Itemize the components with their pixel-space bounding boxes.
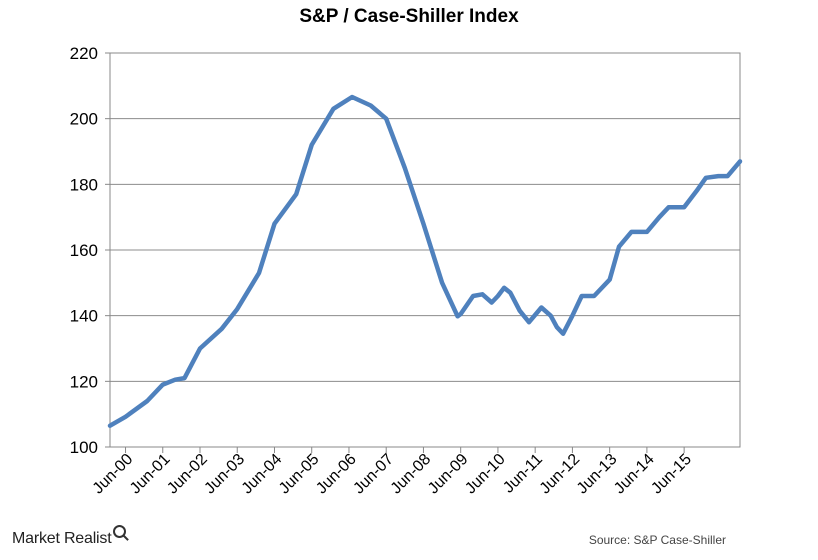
x-tick-label: Jun-13 <box>574 451 621 498</box>
y-tick-label: 140 <box>70 307 98 326</box>
y-tick-label: 220 <box>70 44 98 63</box>
x-tick-label: Jun-07 <box>350 451 397 498</box>
brand-logo: Market Realist <box>12 525 127 548</box>
x-tick-label: Jun-04 <box>239 451 286 498</box>
x-tick-label: Jun-01 <box>127 451 174 498</box>
x-tick-label: Jun-10 <box>462 451 509 498</box>
source-note: Source: S&P Case-Shiller <box>588 533 726 547</box>
y-tick-label: 160 <box>70 241 98 260</box>
x-tick-label: Jun-05 <box>276 451 323 498</box>
x-tick-label: Jun-02 <box>164 451 211 498</box>
gridlines <box>110 52 740 448</box>
series-line <box>107 94 743 428</box>
x-tick-label: Jun-14 <box>611 451 658 498</box>
x-tick-label: Jun-03 <box>201 451 248 498</box>
y-tick-label: 200 <box>70 110 98 129</box>
y-axis: 100 120 140 160 180 200 220 <box>70 44 110 457</box>
y-tick-label: 180 <box>70 175 98 194</box>
y-tick-label: 100 <box>70 438 98 457</box>
x-tick-label: Jun-11 <box>500 451 546 497</box>
x-tick-label: Jun-15 <box>648 451 695 498</box>
x-tick-label: Jun-09 <box>425 451 472 498</box>
brand-text: Market Realist <box>12 530 112 547</box>
x-tick-label: Jun-06 <box>313 451 360 498</box>
x-tick-label: Jun-08 <box>388 451 435 498</box>
magnifier-icon <box>113 525 127 538</box>
x-tick-label: Jun-12 <box>537 451 584 498</box>
y-tick-label: 120 <box>70 372 98 391</box>
chart-title: S&P / Case-Shiller Index <box>299 6 519 27</box>
x-axis: Jun-00Jun-01Jun-02Jun-03Jun-04Jun-05Jun-… <box>90 447 695 497</box>
x-tick-label: Jun-00 <box>90 451 137 498</box>
